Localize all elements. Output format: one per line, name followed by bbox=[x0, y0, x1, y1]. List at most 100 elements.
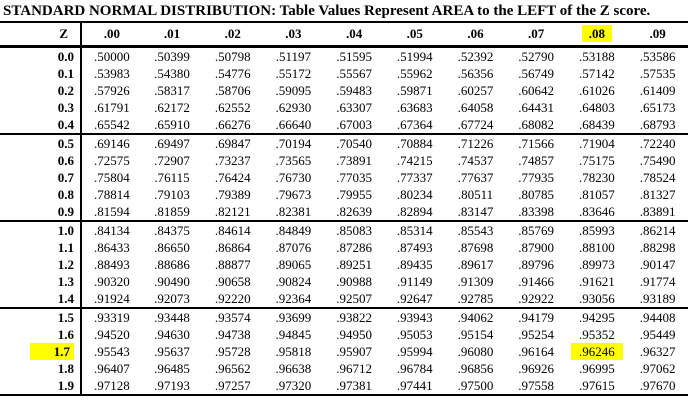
cell-value: .55962 bbox=[396, 66, 433, 81]
cell-value: .90988 bbox=[336, 274, 372, 289]
table-cell: .50399 bbox=[142, 47, 203, 66]
cell-value: .83147 bbox=[457, 204, 494, 219]
cell-value: .97670 bbox=[639, 378, 676, 393]
table-cell: .82381 bbox=[263, 203, 324, 222]
cell-value: .95449 bbox=[639, 327, 676, 342]
row-label-z: 0.7 bbox=[0, 169, 82, 186]
cell-value: .93822 bbox=[336, 310, 372, 325]
table-cell: .81859 bbox=[141, 203, 203, 222]
table-cell: .97320 bbox=[263, 377, 324, 395]
cell-value: .73237 bbox=[214, 153, 251, 168]
table-cell: .85543 bbox=[445, 221, 506, 239]
cell-value: .51197 bbox=[275, 49, 312, 64]
row-label-z: 1.6 bbox=[0, 326, 82, 343]
table-cell: .94845 bbox=[263, 326, 324, 343]
cell-value: .93943 bbox=[396, 310, 433, 325]
table-cell: .50798 bbox=[202, 47, 263, 66]
table-cell: .95254 bbox=[506, 326, 567, 343]
column-header: .09 bbox=[627, 22, 688, 48]
cell-value: .96638 bbox=[275, 361, 312, 376]
cell-value: .85314 bbox=[396, 223, 433, 238]
table-cell: .91309 bbox=[445, 273, 506, 290]
cell-value: .82381 bbox=[275, 204, 312, 219]
cell-value: .62930 bbox=[275, 100, 312, 115]
column-header-label: .03 bbox=[285, 26, 302, 41]
table-cell: .74215 bbox=[384, 152, 445, 169]
table-cell: .83398 bbox=[505, 203, 567, 222]
table-cell: .57926 bbox=[81, 82, 142, 99]
cell-value: .74857 bbox=[518, 153, 555, 168]
table-cell: .57142 bbox=[567, 65, 628, 82]
z-score-table: Z .00 .01 .02 .03 .04 .05 .06 .07 .08 .09 0.0 .5000… bbox=[0, 21, 688, 396]
table-cell: .76424 bbox=[202, 169, 263, 186]
cell-value: .77035 bbox=[336, 170, 372, 185]
cell-value: .96327 bbox=[639, 344, 676, 359]
cell-value: .94520 bbox=[93, 327, 130, 342]
table-cell: .61409 bbox=[627, 82, 688, 99]
cell-value: .97257 bbox=[214, 378, 251, 393]
cell-value: .59483 bbox=[336, 83, 372, 98]
header-row: Z .00 .01 .02 .03 .04 .05 .06 .07 .08 .09 bbox=[0, 22, 688, 48]
table-cell: .68793 bbox=[627, 116, 688, 135]
table-cell: .59483 bbox=[324, 82, 385, 99]
row-label-text: 0.3 bbox=[57, 100, 74, 115]
table-cell: .95637 bbox=[142, 343, 203, 360]
cell-value: .84614 bbox=[214, 223, 251, 238]
table-cell: .94179 bbox=[506, 308, 567, 326]
table-cell: .96562 bbox=[202, 360, 263, 377]
table-cell: .67364 bbox=[384, 116, 446, 135]
table-row: 0.4 .65542 .65910 .66276 .66640 .67003 .67364.… bbox=[0, 116, 688, 135]
table-cell: .96926 bbox=[506, 360, 567, 377]
table-cell: .76730 bbox=[263, 169, 324, 186]
cell-value: .55567 bbox=[336, 66, 372, 81]
row-label-z: 1.9 bbox=[0, 377, 82, 395]
table-cell: .96995 bbox=[567, 360, 628, 377]
table-cell: .67724 bbox=[445, 116, 506, 135]
cell-value: .73891 bbox=[336, 153, 372, 168]
table-row: 1.3 .90320 .90490 .90658 .90824 .90988 .91149.… bbox=[0, 273, 688, 290]
table-row: 0.2 .57926 .58317 .58706 .59095 .59483 .59871.… bbox=[0, 82, 688, 99]
table-cell: .69847 bbox=[202, 134, 263, 152]
table-cell: .72907 bbox=[142, 152, 203, 169]
cell-value: .92785 bbox=[457, 291, 494, 306]
cell-value: .73565 bbox=[275, 153, 312, 168]
table-cell: .92647 bbox=[384, 290, 446, 309]
table-cell: .89065 bbox=[263, 256, 324, 273]
cell-value: .65173 bbox=[639, 100, 676, 115]
cell-value: .62172 bbox=[154, 100, 190, 115]
cell-value: .56356 bbox=[457, 66, 494, 81]
cell-value: .72907 bbox=[154, 153, 190, 168]
table-cell: .78524 bbox=[627, 169, 688, 186]
cell-value: .96856 bbox=[457, 361, 494, 376]
cell-value: .90147 bbox=[639, 257, 676, 272]
cell-value: .90490 bbox=[154, 274, 190, 289]
row-label-text: 1.6 bbox=[57, 327, 74, 342]
table-header: Z .00 .01 .02 .03 .04 .05 .06 .07 .08 .09 bbox=[0, 22, 688, 48]
cell-value: .64058 bbox=[457, 100, 494, 115]
table-cell: .73565 bbox=[263, 152, 324, 169]
cell-value: .79389 bbox=[214, 187, 251, 202]
table-row: 1.0 .84134 .84375 .84614 .84849 .85083 .85314.… bbox=[0, 221, 688, 239]
column-header-label: .01 bbox=[163, 26, 181, 41]
cell-value: .87286 bbox=[336, 240, 372, 255]
cell-value: .96164 bbox=[518, 344, 555, 359]
table-cell: .89251 bbox=[324, 256, 385, 273]
cell-value: .71226 bbox=[457, 136, 494, 151]
column-header-label: .07 bbox=[528, 26, 545, 41]
cell-value: .94950 bbox=[336, 327, 372, 342]
cell-value: .78230 bbox=[578, 170, 615, 185]
cell-value: .61409 bbox=[639, 83, 676, 98]
cell-value: .88100 bbox=[578, 240, 615, 255]
table-cell: .81327 bbox=[627, 186, 688, 203]
cell-value: .74215 bbox=[396, 153, 433, 168]
table-cell: .91774 bbox=[627, 273, 688, 290]
cell-value: .85769 bbox=[518, 223, 555, 238]
table-cell: .77637 bbox=[445, 169, 506, 186]
table-cell: .71566 bbox=[506, 134, 567, 152]
table-cell: .54380 bbox=[142, 65, 203, 82]
cell-value: .82639 bbox=[336, 204, 372, 219]
cell-value: .96246 bbox=[570, 343, 623, 360]
column-header-label: .08 bbox=[581, 25, 612, 42]
table-cell: .94408 bbox=[627, 308, 688, 326]
cell-value: .83891 bbox=[639, 204, 676, 219]
